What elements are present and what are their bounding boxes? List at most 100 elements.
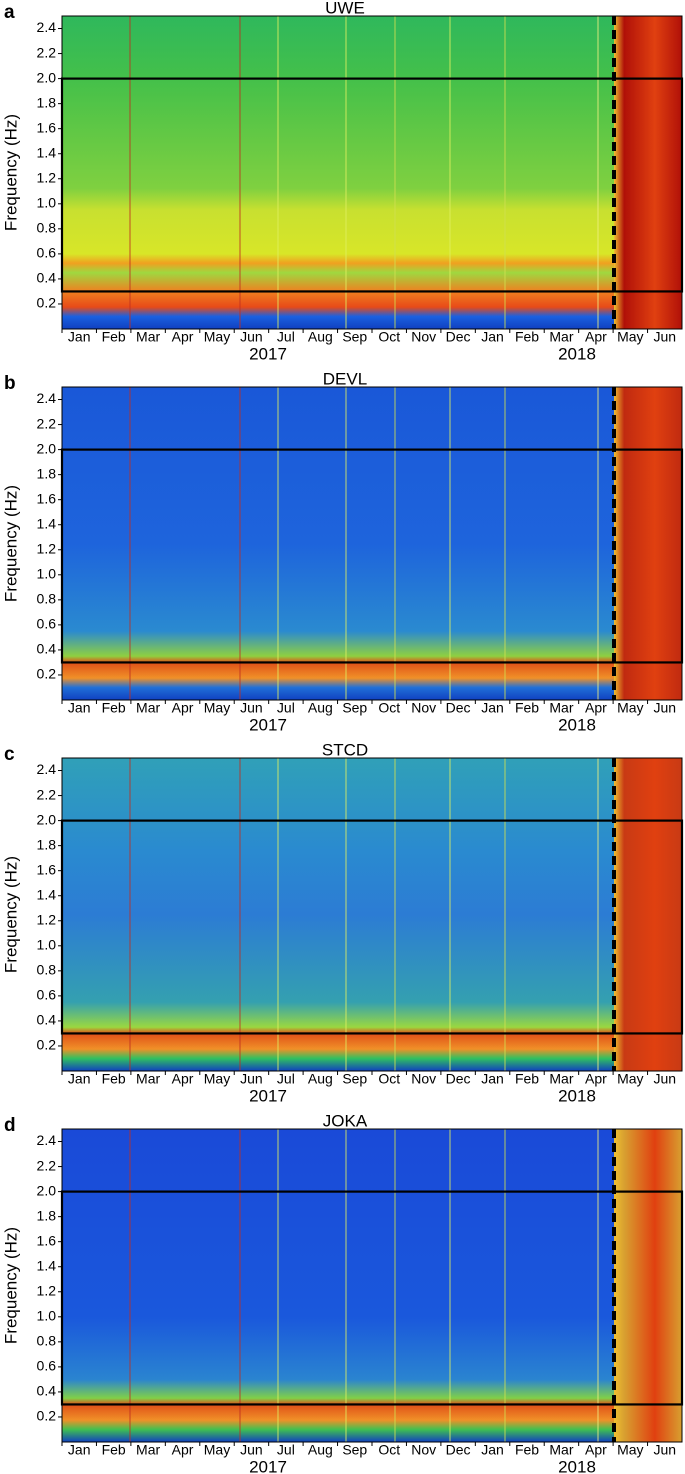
x-tick-label: Dec — [446, 700, 471, 716]
x-tick-label: May — [204, 329, 230, 345]
x-tick-label: Nov — [411, 700, 436, 716]
y-tick-label: 1.0 — [37, 1308, 57, 1324]
y-tick-label: 1.2 — [37, 911, 57, 927]
y-tick-label: 0.6 — [37, 1358, 57, 1374]
y-axis-label: Frequency (Hz) — [1, 114, 20, 231]
x-tick-label: Nov — [411, 329, 436, 345]
x-tick-label: Feb — [515, 329, 539, 345]
x-tick-label: Dec — [446, 329, 471, 345]
x-tick-label: Mar — [549, 329, 573, 345]
y-tick-label: 0.4 — [37, 1012, 57, 1028]
year-label: 2018 — [558, 715, 596, 734]
frequency-band-box — [60, 1190, 684, 1406]
x-tick-label: Oct — [378, 1071, 400, 1087]
x-tick-label: Aug — [308, 1071, 333, 1087]
y-tick-label: 1.2 — [37, 1282, 57, 1298]
x-tick-label: Jan — [68, 1071, 91, 1087]
y-tick-label: 1.6 — [37, 119, 57, 135]
year-label: 2017 — [249, 715, 287, 734]
chart-title: JOKA — [323, 1111, 368, 1130]
x-tick-label: Mar — [136, 329, 160, 345]
y-tick-label: 0.2 — [37, 295, 57, 311]
x-tick-label: Feb — [515, 1071, 539, 1087]
x-tick-label: Oct — [378, 700, 400, 716]
year-label: 2017 — [249, 1086, 287, 1105]
x-tick-label: Jun — [240, 1071, 263, 1087]
year-label: 2017 — [249, 344, 287, 363]
y-tick-label: 0.2 — [37, 1408, 57, 1424]
x-tick-label: Mar — [136, 1442, 160, 1458]
x-tick-label: Sep — [342, 1071, 367, 1087]
x-tick-label: Jul — [277, 1442, 295, 1458]
y-tick-label: 2.4 — [37, 1132, 57, 1148]
y-tick-label: 1.0 — [37, 566, 57, 582]
x-tick-label: Sep — [342, 1442, 367, 1458]
y-axis-label: Frequency (Hz) — [1, 856, 20, 973]
x-tick-label: Dec — [446, 1071, 471, 1087]
x-tick-label: Feb — [102, 1071, 126, 1087]
y-tick-label: 0.2 — [37, 1037, 57, 1053]
y-tick-label: 2.2 — [37, 44, 57, 60]
y-tick-label: 1.8 — [37, 1207, 57, 1223]
spectrogram-active — [614, 758, 682, 1071]
panel: 0.2 0.4 0.6 0.8 1.0 1.2 1.4 1.6 1.8 2.0 2.2 2.4 Jan F… — [1, 1111, 684, 1474]
x-tick-label: Dec — [446, 1442, 471, 1458]
y-tick-label: 0.2 — [37, 666, 57, 682]
spectrogram — [62, 1129, 682, 1442]
y-tick-label: 0.6 — [37, 616, 57, 632]
y-tick-label: 0.6 — [37, 245, 57, 261]
x-tick-label: Jan — [481, 329, 504, 345]
x-tick-label: May — [204, 700, 230, 716]
x-tick-label: May — [204, 1442, 230, 1458]
y-tick-label: 1.6 — [37, 861, 57, 877]
x-tick-label: Jan — [481, 1071, 504, 1087]
y-tick-label: 2.0 — [37, 440, 57, 456]
y-tick-label: 1.8 — [37, 836, 57, 852]
x-tick-label: Apr — [585, 1442, 607, 1458]
panel: 0.2 0.4 0.6 0.8 1.0 1.2 1.4 1.6 1.8 2.0 2.2 2.4 Jan F… — [1, 0, 684, 363]
x-tick-label: Mar — [549, 700, 573, 716]
year-label: 2018 — [558, 1457, 596, 1474]
panel: 0.2 0.4 0.6 0.8 1.0 1.2 1.4 1.6 1.8 2.0 2.2 2.4 Jan F… — [1, 740, 684, 1105]
x-tick-label: Mar — [549, 1442, 573, 1458]
chart-title: UWE — [325, 0, 365, 17]
y-tick-label: 0.8 — [37, 962, 57, 978]
y-tick-label: 2.2 — [37, 1157, 57, 1173]
x-tick-label: Jun — [240, 700, 263, 716]
x-tick-label: Apr — [585, 700, 607, 716]
x-tick-label: Jul — [277, 329, 295, 345]
x-tick-label: Jun — [653, 1442, 676, 1458]
x-tick-label: Aug — [308, 329, 333, 345]
x-tick-label: Jun — [240, 329, 263, 345]
x-tick-label: Jul — [277, 700, 295, 716]
spectrogram — [62, 758, 682, 1071]
spectrogram-active — [614, 1129, 682, 1442]
y-tick-label: 2.0 — [37, 811, 57, 827]
y-tick-label: 2.2 — [37, 415, 57, 431]
y-tick-label: 0.8 — [37, 591, 57, 607]
x-tick-label: Oct — [378, 1442, 400, 1458]
x-tick-label: Jan — [68, 329, 91, 345]
y-tick-label: 1.6 — [37, 1232, 57, 1248]
x-tick-label: Jul — [277, 1071, 295, 1087]
x-tick-label: Oct — [378, 329, 400, 345]
panel: 0.2 0.4 0.6 0.8 1.0 1.2 1.4 1.6 1.8 2.0 2.2 2.4 Jan F… — [1, 369, 684, 734]
panel-letter: d — [4, 1115, 16, 1136]
y-tick-label: 0.4 — [37, 270, 57, 286]
y-tick-label: 1.4 — [37, 144, 57, 160]
y-tick-label: 1.0 — [37, 937, 57, 953]
x-tick-label: Jun — [240, 1442, 263, 1458]
x-tick-label: Jun — [653, 329, 676, 345]
x-tick-label: Jan — [68, 700, 91, 716]
panel-letter: a — [4, 2, 15, 23]
chart-title: STCD — [322, 740, 368, 759]
y-tick-label: 2.4 — [37, 761, 57, 777]
x-tick-label: Jan — [68, 1442, 91, 1458]
y-tick-label: 0.8 — [37, 1333, 57, 1349]
spectrogram — [62, 387, 682, 700]
x-tick-label: Jun — [653, 1071, 676, 1087]
y-tick-label: 0.6 — [37, 987, 57, 1003]
panel-letter: c — [4, 744, 15, 765]
x-tick-label: Apr — [172, 329, 194, 345]
